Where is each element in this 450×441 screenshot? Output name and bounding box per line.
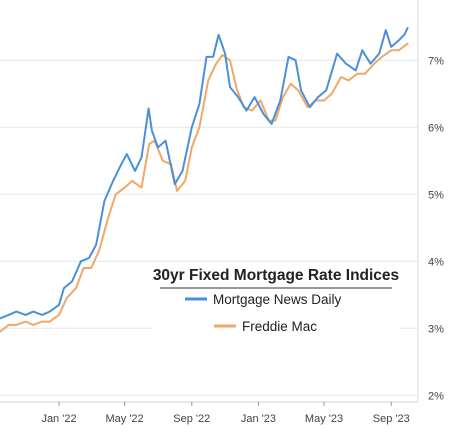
y-tick-label: 7% — [428, 55, 444, 67]
legend-label-freddie-mac: Freddie Mac — [242, 319, 317, 334]
series-line-mortgage-news-daily — [0, 27, 409, 320]
x-tick-label: Jan '23 — [241, 413, 276, 425]
x-tick-label: Jan '22 — [41, 413, 76, 425]
y-tick-label: 5% — [428, 189, 444, 201]
x-tick-label: Sep '22 — [173, 413, 210, 425]
series-line-freddie-mac — [0, 42, 409, 333]
x-tick-label: May '22 — [105, 413, 143, 425]
legend-label-mortgage-news-daily: Mortgage News Daily — [213, 292, 342, 307]
series — [0, 27, 409, 333]
y-tick-label: 4% — [428, 256, 444, 268]
x-tick-label: May '23 — [305, 413, 343, 425]
y-tick-label: 3% — [428, 323, 444, 335]
x-tick-label: Sep '23 — [373, 413, 410, 425]
y-tick-label: 2% — [428, 390, 444, 402]
chart-title: 30yr Fixed Mortgage Rate Indices — [153, 267, 399, 284]
legend-background — [152, 263, 400, 339]
legend: 30yr Fixed Mortgage Rate Indices Mortgag… — [152, 263, 400, 339]
y-tick-label: 6% — [428, 122, 444, 134]
grid — [0, 0, 419, 402]
axes: 2% 3% 4% 5% 6% 7% Jan '22 May '22 Sep '22 Jan '23… — [0, 55, 444, 425]
